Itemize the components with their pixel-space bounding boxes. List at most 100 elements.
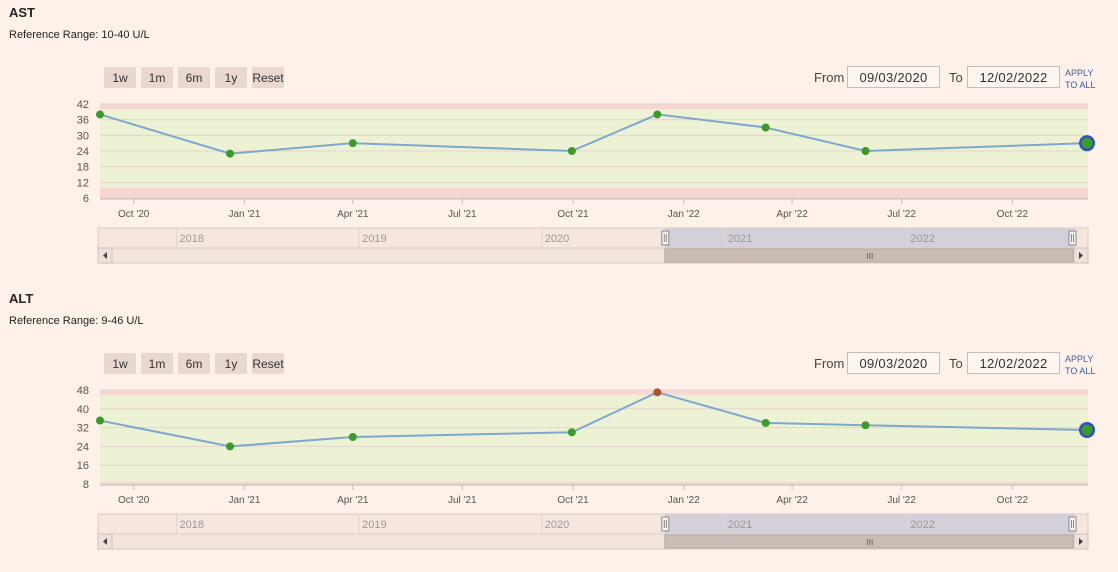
data-point[interactable] — [861, 147, 870, 155]
x-tick-label: Apr '21 — [337, 209, 369, 220]
navigator-year-label: 2019 — [362, 233, 386, 245]
navigator-left-handle[interactable] — [661, 230, 670, 246]
from-label: From — [814, 70, 845, 85]
to-date-input[interactable] — [967, 66, 1060, 88]
y-tick-label: 32 — [77, 423, 89, 435]
apply-label-line1: APPLY — [1065, 354, 1094, 364]
range-button-1m[interactable]: 1m — [141, 67, 173, 88]
reference-range: Reference Range: 9-46 U/L — [9, 315, 144, 327]
y-tick-label: 8 — [83, 479, 89, 491]
line-chart: 8 16 24 32 40 48 Oct '20 Jan '21 Apr '21 Jul '21 O… — [77, 385, 1095, 550]
apply-label-line2: TO ALL — [1065, 80, 1096, 90]
navigator-year-label: 2018 — [180, 519, 204, 531]
data-point[interactable] — [225, 149, 234, 158]
data-point[interactable] — [567, 147, 576, 155]
x-tick-label: Apr '22 — [776, 495, 808, 506]
navigator-selection[interactable] — [664, 228, 1075, 248]
arrow-right-icon — [1079, 252, 1083, 259]
to-date-input[interactable] — [967, 352, 1060, 374]
range-button-6m[interactable]: 6m — [178, 67, 210, 88]
range-button-1y[interactable]: 1y — [215, 67, 247, 88]
x-tick-label: Jul '21 — [448, 495, 477, 506]
arrow-left-icon — [103, 252, 107, 259]
x-tick-label: Jul '22 — [887, 495, 916, 506]
range-button-1m[interactable]: 1m — [141, 353, 173, 374]
to-label: To — [949, 356, 963, 371]
navigator-selection[interactable] — [664, 514, 1075, 534]
range-button-6m[interactable]: 6m — [178, 353, 210, 374]
scrollbar-grip-glyph: III — [867, 252, 874, 261]
arrow-left-icon — [103, 538, 107, 545]
navigator-year-label: 2021 — [728, 519, 752, 531]
y-tick-label: 42 — [77, 99, 89, 111]
data-point[interactable] — [96, 416, 104, 425]
navigator-right-handle[interactable] — [1068, 230, 1077, 246]
data-point[interactable] — [761, 123, 770, 132]
data-point-selected[interactable] — [1081, 424, 1093, 436]
data-point[interactable] — [348, 139, 357, 148]
navigator-year-label: 2018 — [180, 233, 204, 245]
y-tick-label: 16 — [77, 460, 89, 472]
y-tick-label: 24 — [77, 441, 89, 453]
navigator[interactable]: 2018 2019 2020 2021 2022 — [97, 513, 1089, 535]
panel-title: AST — [9, 5, 35, 20]
x-tick-label: Apr '21 — [337, 495, 369, 506]
apply-to-all-link[interactable]: APPLY TO ALL — [1065, 67, 1095, 91]
range-button-1w[interactable]: 1w — [104, 67, 136, 88]
data-point[interactable] — [653, 110, 662, 119]
navigator-year-label: 2021 — [728, 233, 752, 245]
data-point[interactable] — [567, 428, 576, 437]
navigator-year-label: 2022 — [910, 233, 934, 245]
from-date-input[interactable] — [847, 352, 940, 374]
panel-title: ALT — [9, 291, 34, 306]
data-point-selected[interactable] — [1081, 137, 1093, 149]
x-tick-label: Jan '22 — [668, 209, 700, 220]
range-button-reset[interactable]: Reset — [252, 353, 284, 374]
range-scrollbar[interactable]: III — [97, 533, 1089, 550]
navigator-year-label: 2022 — [910, 519, 934, 531]
y-tick-label: 36 — [77, 115, 89, 127]
apply-to-all-link[interactable]: APPLY TO ALL — [1065, 353, 1095, 377]
chart-panel-alt: ALT Reference Range: 9-46 U/L 1w 1m 6m 1y Rese… — [0, 286, 1118, 572]
y-tick-label: 30 — [77, 130, 89, 142]
to-label: To — [949, 70, 963, 85]
range-button-1w[interactable]: 1w — [104, 353, 136, 374]
range-button-1y[interactable]: 1y — [215, 353, 247, 374]
y-tick-label: 18 — [77, 162, 89, 174]
navigator-year-label: 2020 — [545, 519, 569, 531]
data-point[interactable] — [225, 442, 234, 451]
data-point[interactable] — [348, 433, 357, 441]
series-line — [99, 113, 1088, 155]
from-date-input[interactable] — [847, 66, 940, 88]
y-tick-label: 40 — [77, 404, 89, 416]
x-tick-label: Jan '21 — [228, 495, 260, 506]
chart-panel-ast: AST Reference Range: 10-40 U/L 1w 1m 6m 1y Res… — [9, 5, 1095, 264]
apply-label-line2: TO ALL — [1065, 366, 1096, 376]
range-button-reset[interactable]: Reset — [252, 67, 284, 88]
data-point[interactable] — [96, 110, 104, 119]
navigator-year-label: 2019 — [362, 519, 386, 531]
scrollbar-thumb[interactable] — [664, 534, 1074, 549]
data-point-abnormal[interactable] — [653, 388, 662, 397]
x-tick-label: Apr '22 — [776, 209, 808, 220]
scrollbar-thumb[interactable] — [664, 248, 1074, 263]
arrow-right-icon — [1079, 538, 1083, 545]
x-tick-label: Jul '21 — [448, 209, 477, 220]
navigator[interactable]: 2018 2019 2020 2021 2022 — [97, 227, 1089, 249]
navigator-left-handle[interactable] — [661, 516, 670, 532]
apply-label-line1: APPLY — [1065, 68, 1094, 78]
x-tick-label: Oct '21 — [557, 209, 589, 220]
y-tick-label: 24 — [77, 146, 89, 158]
range-scrollbar[interactable]: III — [97, 247, 1089, 264]
x-tick-label: Oct '20 — [118, 495, 150, 506]
x-tick-label: Oct '22 — [997, 209, 1029, 220]
x-tick-label: Jul '22 — [887, 209, 916, 220]
data-point[interactable] — [861, 421, 870, 430]
x-tick-label: Oct '20 — [118, 209, 150, 220]
line-chart: 6 12 18 24 30 36 42 Oct '20 Jan '21 Apr '21 Jul '2… — [77, 99, 1095, 264]
navigator-right-handle[interactable] — [1068, 516, 1077, 532]
y-tick-label: 48 — [77, 385, 89, 397]
data-point[interactable] — [761, 418, 770, 427]
reference-range: Reference Range: 10-40 U/L — [9, 29, 150, 41]
x-tick-label: Jan '22 — [668, 495, 700, 506]
